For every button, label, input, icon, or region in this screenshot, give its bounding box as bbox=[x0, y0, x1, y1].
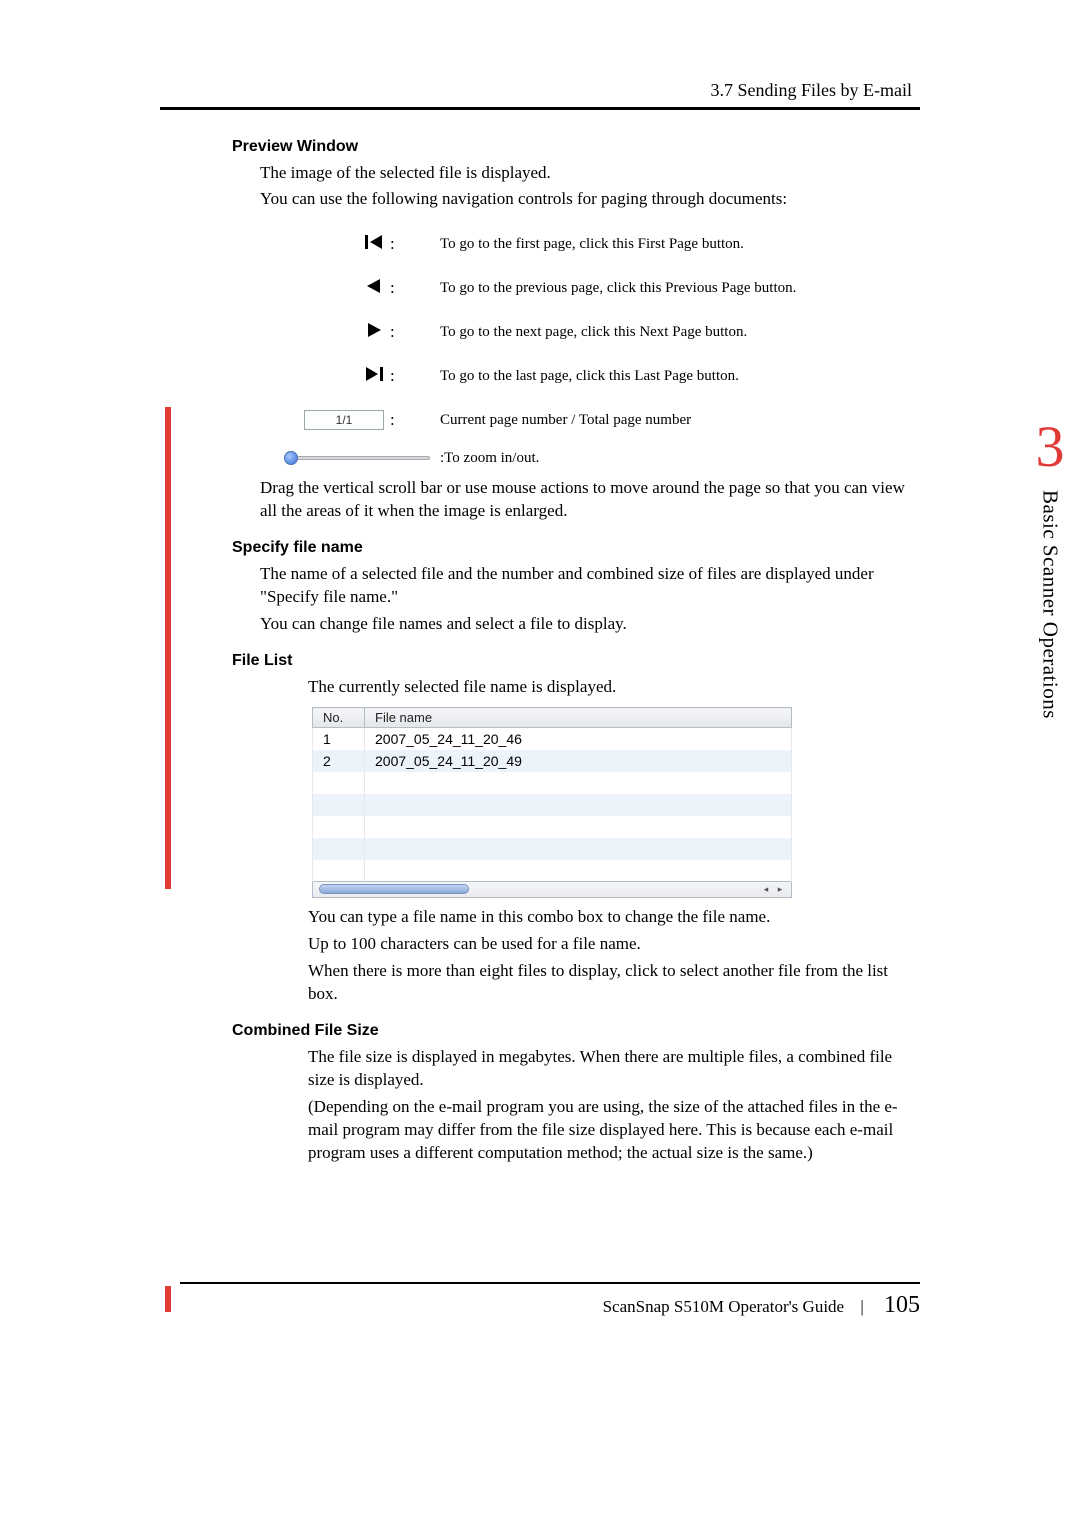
specify-p2: You can change file names and select a f… bbox=[260, 613, 920, 636]
col-header-name: File name bbox=[365, 708, 792, 728]
cell-no: 1 bbox=[313, 728, 365, 750]
chapter-number: 3 bbox=[1036, 418, 1065, 476]
next-page-icon bbox=[364, 322, 384, 343]
nav-prev-desc: To go to the previous page, click this P… bbox=[440, 280, 920, 297]
first-page-icon bbox=[364, 234, 384, 255]
preview-p3: Drag the vertical scroll bar or use mous… bbox=[260, 477, 920, 523]
combined-title: Combined File Size bbox=[232, 1022, 920, 1040]
file-table: No. File name 1 2007_05_24_11_20_46 2 20… bbox=[312, 707, 792, 898]
chapter-title: Basic Scanner Operations bbox=[1038, 490, 1063, 719]
colon: : bbox=[390, 278, 440, 298]
colon: : bbox=[390, 234, 440, 254]
page-footer: ScanSnap S510M Operator's Guide | 105 bbox=[180, 1282, 920, 1319]
chapter-tab: 3 Basic Scanner Operations bbox=[1020, 418, 1080, 898]
filelist-p2: You can type a file name in this combo b… bbox=[308, 906, 920, 929]
nav-zoom-desc: :To zoom in/out. bbox=[440, 450, 920, 467]
filelist-p4: When there is more than eight files to d… bbox=[308, 960, 920, 1006]
cell-no: 2 bbox=[313, 750, 365, 772]
footer-accent-bar bbox=[165, 1286, 171, 1312]
preview-p1: The image of the selected file is displa… bbox=[260, 162, 920, 185]
filelist-p1: The currently selected file name is disp… bbox=[308, 676, 920, 699]
nav-next-desc: To go to the next page, click this Next … bbox=[440, 324, 920, 341]
col-header-no: No. bbox=[313, 708, 365, 728]
preview-title: Preview Window bbox=[232, 138, 920, 156]
header-rule bbox=[160, 107, 920, 110]
cell-name: 2007_05_24_11_20_46 bbox=[365, 728, 792, 750]
side-accent-bar bbox=[165, 407, 171, 889]
colon: : bbox=[390, 366, 440, 386]
prev-page-icon bbox=[364, 278, 384, 299]
colon: : bbox=[390, 410, 440, 430]
footer-guide: ScanSnap S510M Operator's Guide bbox=[603, 1297, 845, 1316]
preview-p2: You can use the following navigation con… bbox=[260, 188, 920, 211]
cell-name: 2007_05_24_11_20_49 bbox=[365, 750, 792, 772]
section-header: 3.7 Sending Files by E-mail bbox=[160, 80, 920, 101]
footer-page: 105 bbox=[884, 1292, 920, 1318]
combined-p2: (Depending on the e-mail program you are… bbox=[308, 1096, 920, 1165]
last-page-icon bbox=[364, 366, 384, 387]
table-scrollbar: ◂ ▸ bbox=[312, 882, 792, 898]
footer-sep: | bbox=[860, 1297, 863, 1316]
table-row: 1 2007_05_24_11_20_46 bbox=[313, 728, 792, 750]
nav-first-desc: To go to the first page, click this Firs… bbox=[440, 236, 920, 253]
nav-controls: : To go to the first page, click this Fi… bbox=[280, 225, 920, 471]
nav-pagecount-desc: Current page number / Total page number bbox=[440, 412, 920, 429]
filelist-title: File List bbox=[232, 652, 920, 670]
page-count-box: 1/1 bbox=[304, 410, 384, 430]
colon: : bbox=[390, 322, 440, 342]
zoom-slider-icon bbox=[284, 451, 434, 465]
table-row: 2 2007_05_24_11_20_49 bbox=[313, 750, 792, 772]
specify-p1: The name of a selected file and the numb… bbox=[260, 563, 920, 609]
specify-title: Specify file name bbox=[232, 539, 920, 557]
nav-last-desc: To go to the last page, click this Last … bbox=[440, 368, 920, 385]
combined-p1: The file size is displayed in megabytes.… bbox=[308, 1046, 920, 1092]
filelist-p3: Up to 100 characters can be used for a f… bbox=[308, 933, 920, 956]
